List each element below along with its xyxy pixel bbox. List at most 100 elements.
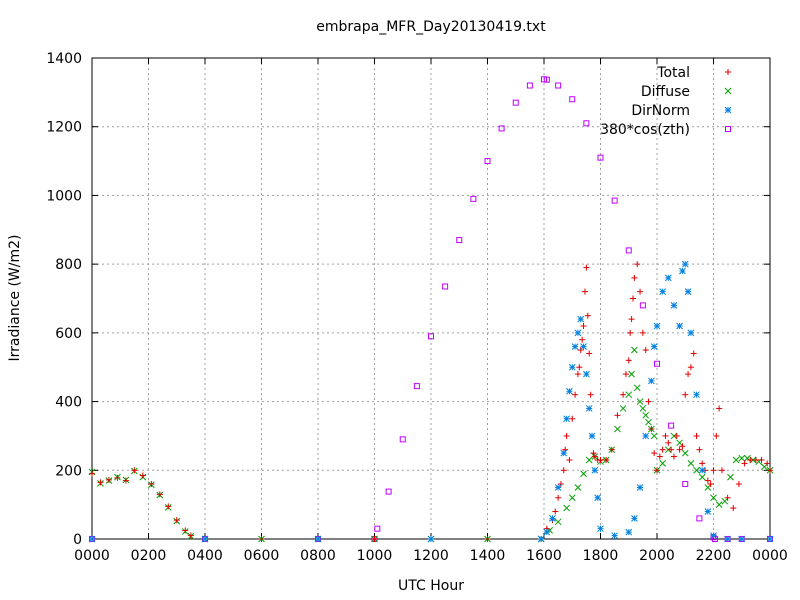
point-dirnorm [698, 466, 706, 474]
point-total [718, 467, 725, 474]
point-diffuse [659, 460, 667, 467]
point-total [581, 288, 588, 295]
point-total [574, 371, 581, 378]
point-total [484, 536, 491, 542]
point-dirnorm [684, 288, 692, 295]
point-dirnorm [568, 363, 576, 371]
y-tick-label: 0 [73, 532, 82, 548]
point-380-cos-zth [484, 158, 491, 165]
point-total [583, 264, 590, 271]
point-total [560, 467, 567, 474]
point-total [608, 446, 615, 453]
point-total [687, 364, 694, 371]
point-dirnorm [585, 405, 593, 412]
point-total [699, 460, 706, 467]
point-dirnorm [679, 267, 686, 275]
point-total [724, 494, 731, 501]
point-dirnorm [676, 322, 683, 330]
x-tick-label: 0000 [752, 548, 788, 564]
point-total [114, 474, 121, 481]
point-380-cos-zth [682, 481, 689, 488]
point-total [654, 467, 660, 474]
point-diffuse [681, 449, 689, 457]
point-total [591, 453, 598, 460]
point-dirnorm [574, 329, 582, 337]
point-380-cos-zth [399, 436, 406, 443]
point-diffuse [631, 346, 638, 354]
point-total [627, 329, 634, 336]
point-diffuse [625, 391, 633, 399]
point-dirnorm [693, 391, 700, 399]
x-axis-tick-labels: 0000 0200 0400 0600 0800 1000 1200 1400 1600 1800… [74, 548, 788, 564]
point-total [659, 446, 666, 453]
point-total [656, 453, 663, 460]
point-diffuse [568, 494, 576, 502]
point-total [747, 456, 754, 463]
point-dirnorm [611, 532, 618, 539]
x-tick-label: 2000 [639, 548, 675, 564]
point-total [552, 508, 559, 515]
point-diffuse [636, 398, 644, 405]
series-dirnorm [88, 260, 774, 543]
point-total [670, 453, 677, 460]
point-dirnorm [571, 343, 579, 350]
point-380-cos-zth [654, 360, 660, 367]
point-diffuse [687, 460, 695, 467]
point-dirnorm [642, 432, 650, 440]
point-total [89, 470, 95, 477]
point-dirnorm [631, 515, 638, 522]
point-380-cos-zth [569, 96, 576, 103]
x-axis-label: UTC Hour [398, 578, 464, 594]
point-total [156, 491, 163, 498]
point-diffuse [619, 405, 627, 412]
point-dirnorm [687, 329, 695, 337]
point-diffuse [614, 425, 621, 433]
y-tick-label: 1000 [46, 188, 82, 204]
x-tick-label: 1000 [357, 548, 393, 564]
legend-marker-380-cos-zth [725, 126, 731, 132]
point-total [752, 456, 759, 463]
point-dirnorm [549, 515, 556, 522]
point-total [628, 316, 635, 323]
point-total [767, 467, 773, 474]
point-diffuse [633, 384, 641, 392]
legend-marker-dirnorm [724, 106, 732, 114]
point-dirnorm [427, 535, 435, 543]
point-total [696, 446, 703, 453]
point-dirnorm [681, 260, 689, 268]
point-dirnorm [543, 528, 551, 536]
point-dirnorm [670, 302, 678, 309]
point-diffuse [704, 484, 712, 491]
y-tick-label: 400 [55, 395, 82, 411]
point-total [642, 347, 649, 354]
point-dirnorm [724, 535, 731, 543]
point-dirnorm [659, 288, 667, 295]
point-total [690, 350, 697, 357]
point-total [572, 391, 579, 398]
point-total [676, 446, 683, 453]
point-dirnorm [591, 466, 599, 474]
point-dirnorm [563, 415, 570, 423]
point-total [730, 505, 737, 512]
legend-label-total: Total [656, 65, 690, 81]
point-diffuse [642, 411, 650, 419]
point-diffuse [738, 454, 746, 462]
point-total [576, 364, 583, 371]
point-total [557, 481, 564, 488]
x-tick-label: 0400 [187, 548, 223, 564]
point-diffuse [645, 418, 652, 426]
y-tick-label: 600 [55, 326, 82, 342]
point-total [668, 446, 675, 453]
point-dirnorm [577, 315, 585, 323]
point-total [580, 322, 587, 329]
x-tick-label: 0600 [244, 548, 280, 564]
point-diffuse [715, 501, 723, 508]
point-total [603, 456, 610, 463]
point-total [122, 477, 129, 484]
point-total [555, 494, 562, 501]
legend-marker-total [725, 69, 731, 75]
x-tick-label: 1200 [413, 548, 449, 564]
point-dirnorm [653, 322, 661, 330]
point-dirnorm [650, 343, 658, 350]
